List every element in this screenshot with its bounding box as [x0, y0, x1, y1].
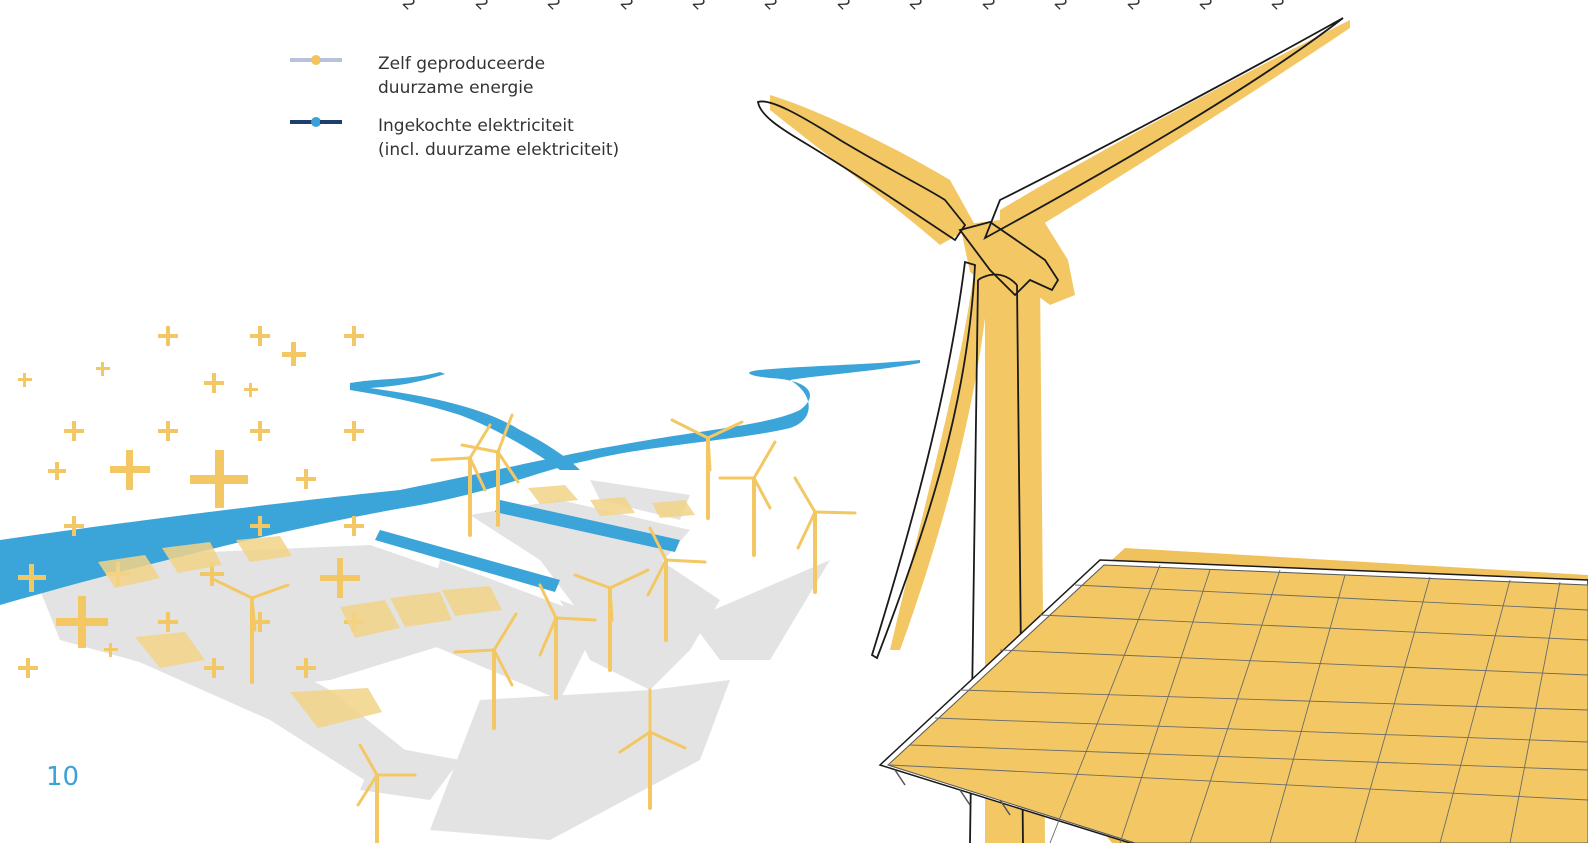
- river-canal: [495, 500, 680, 552]
- legend-label-line2: duurzame energie: [378, 78, 534, 98]
- small-solar-panels: [98, 485, 695, 728]
- legend-line-marker-icon: [290, 114, 342, 130]
- legend-label: Ingekochte elektriciteit (incl. duurzame…: [378, 114, 619, 162]
- chart-legend: Zelf geproduceerde duurzame energie Inge…: [290, 52, 619, 176]
- legend-item-self-produced: Zelf geproduceerde duurzame energie: [290, 52, 619, 100]
- legend-line: [290, 120, 312, 124]
- legend-label-line2: (incl. duurzame elektriciteit): [378, 140, 620, 160]
- river-canal-2: [375, 530, 560, 592]
- legend-label-line1: Ingekochte elektriciteit: [378, 116, 574, 136]
- legend-item-purchased: Ingekochte elektriciteit (incl. duurzame…: [290, 114, 619, 162]
- small-wind-turbines: [213, 413, 857, 845]
- legend-line-marker-icon: [290, 52, 342, 68]
- legend-label-line1: Zelf geproduceerde: [378, 54, 546, 74]
- legend-line: [290, 58, 312, 62]
- legend-label: Zelf geproduceerde duurzame energie: [378, 52, 545, 100]
- legend-dot: [311, 117, 321, 127]
- legend-line: [320, 58, 342, 62]
- river: [0, 360, 920, 605]
- legend-dot: [311, 55, 321, 65]
- large-solar-array: [878, 548, 1588, 844]
- river-inlet: [350, 372, 580, 470]
- page-number: 10: [46, 762, 80, 792]
- legend-line: [320, 120, 342, 124]
